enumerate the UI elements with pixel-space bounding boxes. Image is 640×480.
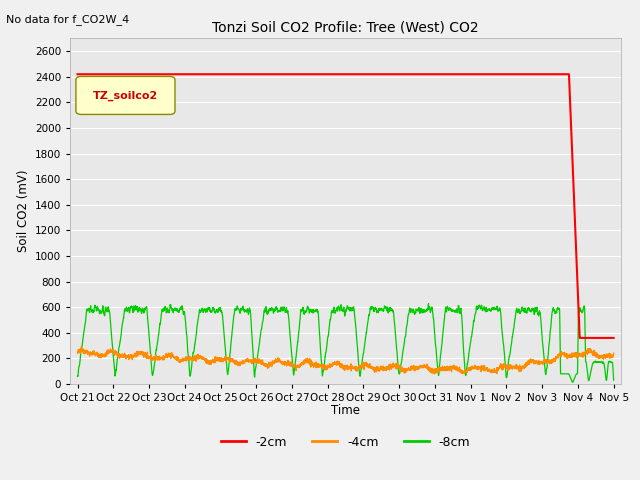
Title: Tonzi Soil CO2 Profile: Tree (West) CO2: Tonzi Soil CO2 Profile: Tree (West) CO2 [212, 21, 479, 35]
Text: No data for f_CO2W_4: No data for f_CO2W_4 [6, 14, 130, 25]
Text: TZ_soilco2: TZ_soilco2 [93, 90, 158, 100]
FancyBboxPatch shape [76, 76, 175, 114]
X-axis label: Time: Time [331, 405, 360, 418]
Legend: -2cm, -4cm, -8cm: -2cm, -4cm, -8cm [216, 431, 476, 454]
Y-axis label: Soil CO2 (mV): Soil CO2 (mV) [17, 170, 29, 252]
